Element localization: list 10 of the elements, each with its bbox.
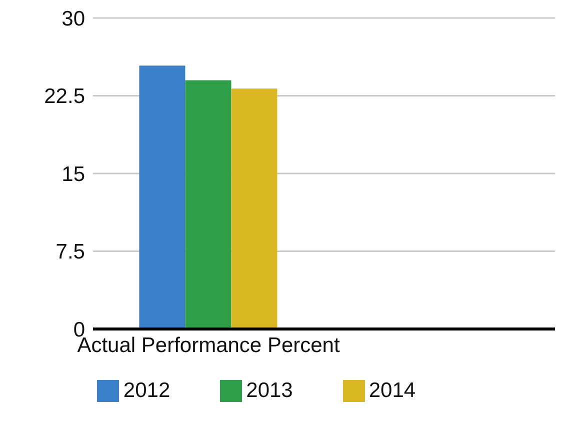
bar: [139, 66, 186, 329]
y-tick-label: 15: [62, 162, 85, 186]
bar: [185, 80, 232, 329]
y-tick-label: 30: [62, 7, 85, 30]
legend-label: 2013: [246, 379, 293, 402]
legend-label: 2014: [368, 379, 416, 402]
y-tick-label: 22.5: [44, 85, 85, 108]
legend-label: 2012: [123, 379, 170, 402]
bar: [231, 88, 278, 329]
y-tick-label: 7.5: [56, 240, 85, 264]
